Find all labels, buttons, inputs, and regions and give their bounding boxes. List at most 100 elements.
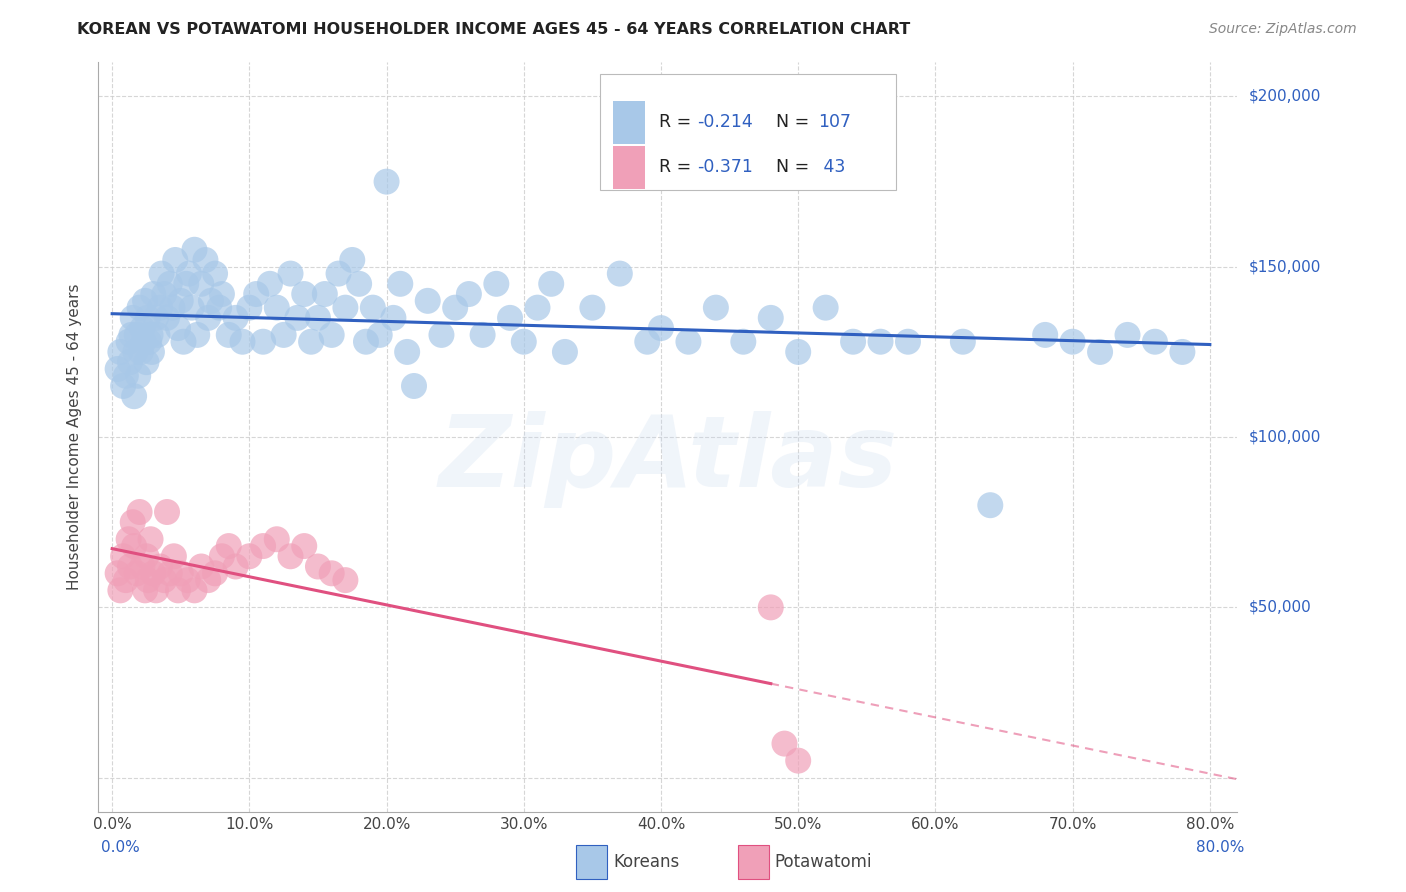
Point xyxy=(118,355,141,369)
Point xyxy=(153,287,176,301)
Point xyxy=(200,293,222,308)
Point xyxy=(125,327,148,342)
Point xyxy=(335,301,357,315)
Point xyxy=(138,334,160,349)
Point xyxy=(540,277,562,291)
Point xyxy=(342,252,364,267)
Point xyxy=(526,301,548,315)
Point xyxy=(180,301,202,315)
Point xyxy=(128,301,150,315)
Point xyxy=(273,327,295,342)
Text: ZipAtlas: ZipAtlas xyxy=(439,411,897,508)
Point xyxy=(118,559,141,574)
Point xyxy=(110,345,132,359)
Point xyxy=(117,334,139,349)
Point xyxy=(430,327,453,342)
Point xyxy=(952,334,974,349)
Text: $200,000: $200,000 xyxy=(1249,89,1320,104)
Point xyxy=(173,334,195,349)
Point xyxy=(124,345,146,359)
Point xyxy=(167,321,190,335)
Point xyxy=(218,327,240,342)
Point xyxy=(174,277,197,291)
Point xyxy=(842,334,865,349)
Point xyxy=(1116,327,1139,342)
Point xyxy=(190,277,212,291)
Point xyxy=(368,327,391,342)
Point xyxy=(238,301,260,315)
Point xyxy=(402,379,425,393)
Point xyxy=(704,301,727,315)
Text: -0.371: -0.371 xyxy=(697,159,754,177)
Point xyxy=(347,277,370,291)
Point xyxy=(759,600,782,615)
Point xyxy=(117,533,139,547)
Text: Koreans: Koreans xyxy=(613,853,679,871)
Point xyxy=(141,345,163,359)
Point xyxy=(266,301,288,315)
Point xyxy=(361,301,384,315)
Point xyxy=(307,310,329,325)
Point xyxy=(897,334,920,349)
Point xyxy=(128,505,150,519)
Point xyxy=(1033,327,1056,342)
Point xyxy=(190,559,212,574)
Text: Potawatomi: Potawatomi xyxy=(775,853,872,871)
Point xyxy=(107,362,129,376)
Point xyxy=(149,559,172,574)
Text: $150,000: $150,000 xyxy=(1249,260,1320,274)
Point xyxy=(252,334,274,349)
Point xyxy=(814,301,837,315)
Point xyxy=(787,754,810,768)
Text: 80.0%: 80.0% xyxy=(1197,840,1244,855)
Point xyxy=(165,252,187,267)
Point xyxy=(1088,345,1111,359)
Point xyxy=(183,583,205,598)
Point xyxy=(122,539,145,553)
Point xyxy=(266,533,288,547)
Y-axis label: Householder Income Ages 45 - 64 years: Householder Income Ages 45 - 64 years xyxy=(67,284,83,591)
Point xyxy=(204,566,226,581)
Point xyxy=(292,287,315,301)
Point xyxy=(287,310,309,325)
Text: R =: R = xyxy=(659,159,696,177)
Point xyxy=(231,334,253,349)
Text: 43: 43 xyxy=(818,159,845,177)
Point xyxy=(159,277,181,291)
Point xyxy=(134,583,156,598)
Point xyxy=(146,327,169,342)
Point xyxy=(139,533,162,547)
Point xyxy=(135,355,157,369)
Point xyxy=(375,175,398,189)
Point xyxy=(125,566,148,581)
Point xyxy=(159,566,181,581)
Point xyxy=(139,327,162,342)
Point xyxy=(170,566,193,581)
Point xyxy=(136,573,159,587)
Point xyxy=(145,310,167,325)
Point xyxy=(170,293,193,308)
Point xyxy=(396,345,419,359)
Point xyxy=(1062,334,1084,349)
Point xyxy=(136,310,159,325)
Point xyxy=(115,368,138,383)
Point xyxy=(354,334,377,349)
Point xyxy=(759,310,782,325)
Point xyxy=(225,559,247,574)
Point xyxy=(471,327,494,342)
Point xyxy=(499,310,522,325)
Point xyxy=(1171,345,1194,359)
Point xyxy=(979,498,1001,512)
Point xyxy=(131,559,153,574)
Point xyxy=(314,287,336,301)
Point xyxy=(131,321,153,335)
Point xyxy=(218,539,240,553)
Text: N =: N = xyxy=(776,159,815,177)
Point xyxy=(321,327,343,342)
Point xyxy=(153,573,176,587)
Point xyxy=(208,301,231,315)
Point xyxy=(292,539,315,553)
Point xyxy=(321,566,343,581)
Point xyxy=(280,549,302,564)
Text: $50,000: $50,000 xyxy=(1249,600,1312,615)
